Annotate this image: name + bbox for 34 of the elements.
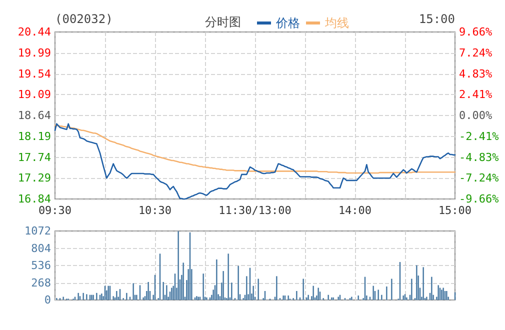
y2-tick-label: -7.24% — [459, 172, 500, 185]
y-tick-label: 17.74 — [18, 150, 52, 164]
legend-label: 均线 — [324, 16, 349, 30]
y-tick-label: 536 — [31, 259, 51, 272]
y-tick-label: 20.44 — [18, 26, 52, 38]
y2-tick-label: 9.66% — [459, 26, 492, 38]
y-tick-label: 1072 — [24, 224, 51, 238]
text: 15:00 — [418, 12, 455, 26]
y-tick-label: 16.84 — [18, 192, 52, 206]
x-tick-label: 11:30/13:00 — [218, 204, 292, 217]
chart-title: 分时图 — [205, 15, 241, 29]
y-tick-label: 18.64 — [18, 109, 52, 122]
y-tick-label: 804 — [31, 242, 52, 255]
x-tick-label: 14:00 — [338, 204, 372, 217]
y2-tick-label: -4.83% — [459, 150, 500, 164]
chart-subtitle: (002032) — [55, 12, 113, 26]
x-tick-label: 15:00 — [438, 204, 472, 217]
y2-tick-label: -9.66% — [459, 192, 500, 206]
x-tick-label: 10:30 — [138, 204, 172, 217]
y-tick-label: 19.99 — [18, 46, 51, 60]
y2-tick-label: -2.41% — [459, 130, 500, 143]
y-tick-label: 0 — [44, 294, 51, 306]
y2-tick-label: 4.83% — [459, 67, 492, 80]
y2-tick-label: 7.24% — [459, 46, 492, 60]
y-tick-label: 19.09 — [18, 88, 51, 102]
legend-label: 价格 — [275, 16, 300, 30]
y-tick-label: 17.29 — [18, 172, 51, 185]
y-tick-label: 19.54 — [18, 67, 52, 80]
x-tick-label: 09:30 — [38, 204, 72, 217]
y2-tick-label: 0.00% — [459, 109, 492, 122]
y-tick-label: 18.19 — [18, 130, 51, 143]
y-tick-label: 268 — [31, 276, 51, 290]
line-series — [54, 124, 456, 174]
y2-tick-label: 2.41% — [459, 88, 492, 102]
